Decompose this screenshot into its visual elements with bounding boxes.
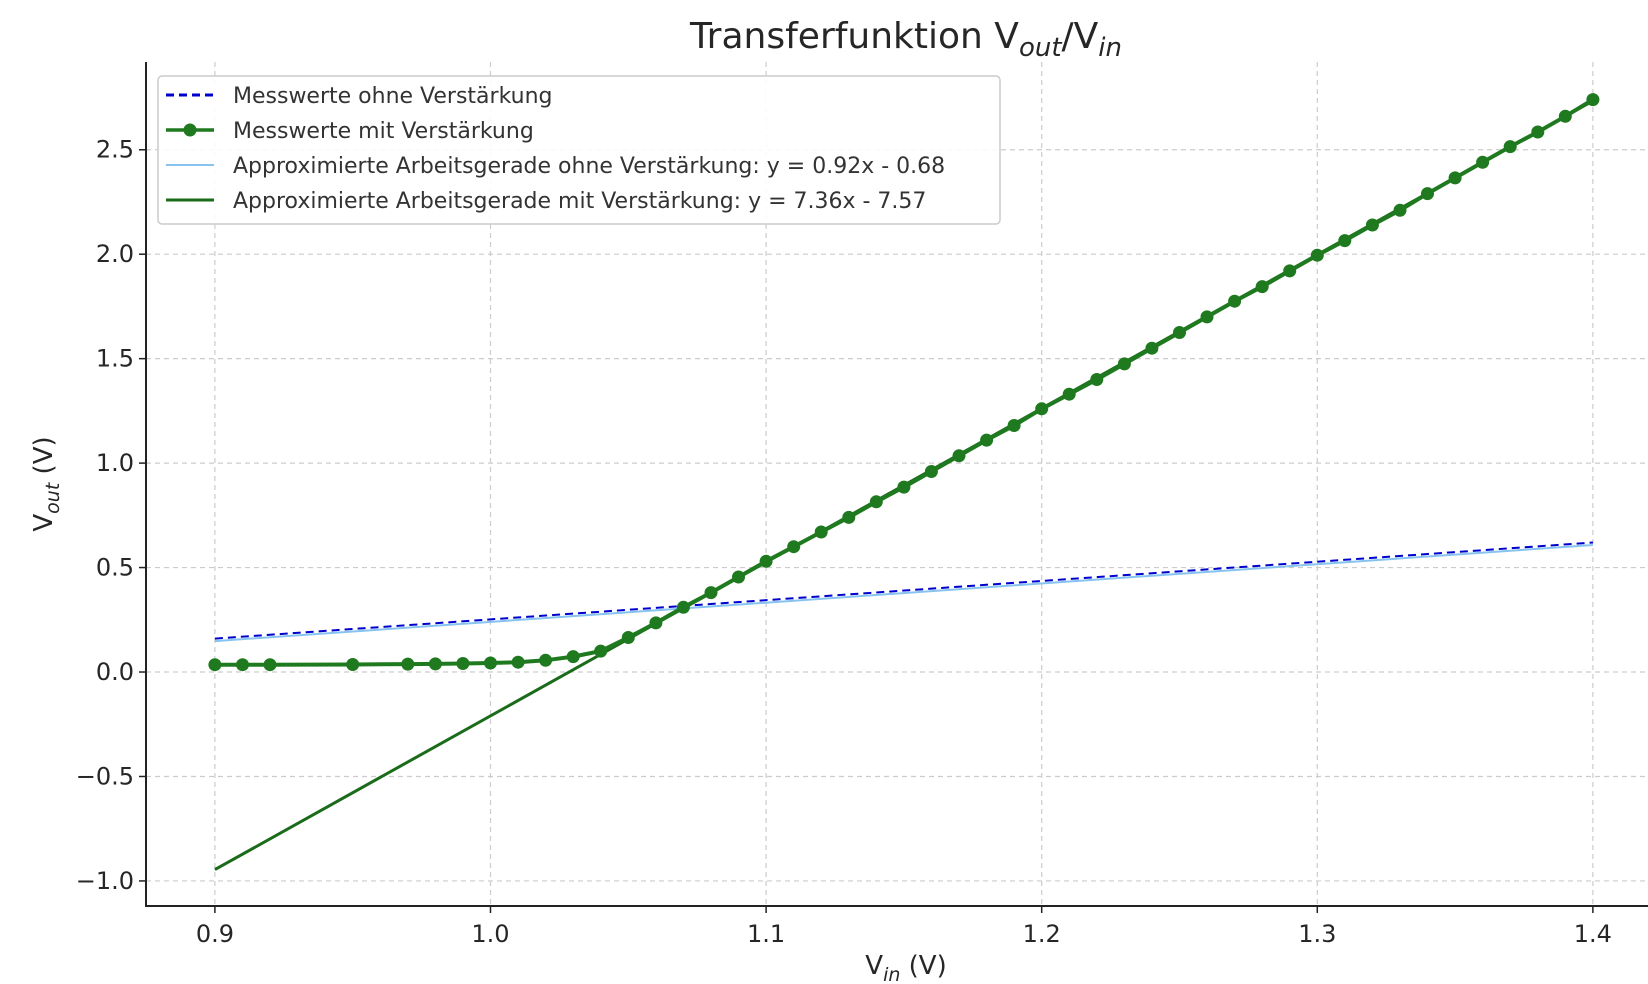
series-layer [208, 93, 1600, 871]
chart-title: Transferfunktion Vout/Vin [689, 16, 1122, 63]
data-point [814, 525, 828, 539]
data-point [732, 570, 745, 584]
data-point [456, 657, 470, 670]
legend-label: Messwerte mit Verstärkung [233, 119, 534, 144]
data-point [649, 616, 663, 630]
data-point [594, 644, 608, 658]
data-point [1255, 280, 1269, 294]
data-point [428, 657, 442, 671]
data-point [1228, 294, 1242, 308]
data-point [787, 540, 801, 554]
x-axis-label-suffix: (V) [900, 951, 946, 981]
x-tick-label: 0.9 [196, 920, 234, 948]
data-point [1421, 187, 1434, 201]
series-line-0 [214, 541, 1593, 640]
data-point [704, 586, 718, 600]
y-tick-label: −0.5 [76, 762, 134, 790]
data-point [897, 480, 911, 494]
data-point [952, 449, 966, 463]
data-point [1310, 248, 1324, 262]
data-point [1062, 387, 1076, 401]
y-axis-label-suffix: (V) [29, 436, 59, 482]
data-point [1586, 93, 1600, 107]
data-point [1035, 402, 1049, 416]
legend-marker [183, 123, 197, 137]
data-point [980, 433, 994, 447]
data-point [1558, 109, 1572, 123]
title-sub-out: out [1019, 33, 1062, 63]
x-axis-label: Vin (V) [865, 951, 946, 984]
data-point [1365, 218, 1379, 232]
data-point [1338, 234, 1352, 248]
data-point [1283, 264, 1297, 278]
legend-label: Messwerte ohne Verstärkung [233, 84, 553, 109]
x-axis-label-main: V [865, 951, 883, 981]
y-axis-label: Vout (V) [29, 436, 64, 531]
data-point [1173, 326, 1186, 339]
data-point [1531, 125, 1545, 139]
x-tick-label: 1.3 [1298, 920, 1336, 948]
x-ticks: 0.9 1.0 1.1 1.2 1.3 1.4 [196, 906, 1612, 948]
data-point [621, 631, 635, 644]
data-point [676, 600, 690, 614]
y-tick-label: 1.5 [96, 345, 134, 373]
data-point [759, 554, 773, 568]
data-point [1007, 419, 1021, 432]
y-tick-label: −1.0 [76, 867, 134, 895]
data-point [924, 465, 938, 478]
data-point [1090, 373, 1104, 386]
data-point [1448, 171, 1462, 185]
data-point [1117, 357, 1131, 371]
data-point [484, 656, 497, 670]
data-point [263, 658, 277, 672]
legend-label: Approximierte Arbeitsgerade ohne Verstär… [233, 154, 945, 179]
x-axis-label-sub: in [883, 964, 900, 984]
data-point [511, 655, 525, 669]
title-mid: /V [1062, 16, 1099, 57]
x-tick-label: 1.1 [747, 920, 785, 948]
y-ticks: −1.0 −0.5 0.0 0.5 1.0 1.5 2.0 2.5 [76, 136, 146, 895]
title-sub-in: in [1098, 33, 1122, 63]
data-point [1476, 155, 1490, 169]
data-point [869, 495, 883, 509]
y-tick-label: 0.5 [96, 554, 134, 582]
legend: Messwerte ohne Verstärkung Messwerte mit … [157, 75, 1001, 225]
data-point [346, 658, 360, 671]
y-axis-label-sub: out [42, 481, 64, 514]
series-line-2 [214, 544, 1593, 643]
data-point [208, 658, 222, 672]
y-tick-label: 1.0 [96, 449, 134, 477]
legend-label: Approximierte Arbeitsgerade mit Verstärk… [233, 189, 926, 214]
data-point [566, 650, 580, 664]
data-point [1200, 310, 1214, 324]
title-main: Transferfunktion V [689, 16, 1019, 57]
data-point [539, 653, 553, 667]
data-point [842, 510, 856, 524]
grid [146, 62, 1648, 906]
y-axis-label-main: V [29, 514, 59, 532]
data-point [1393, 203, 1407, 217]
data-point [401, 657, 415, 671]
x-tick-label: 1.4 [1574, 920, 1612, 948]
x-tick-label: 1.0 [471, 920, 509, 948]
y-tick-label: 0.0 [96, 658, 134, 686]
data-point [1503, 140, 1517, 154]
y-tick-label: 2.5 [96, 136, 134, 164]
data-point [1145, 341, 1159, 355]
y-tick-label: 2.0 [96, 240, 134, 268]
legend-box [157, 75, 1001, 225]
data-point [236, 658, 249, 672]
x-tick-label: 1.2 [1023, 920, 1061, 948]
